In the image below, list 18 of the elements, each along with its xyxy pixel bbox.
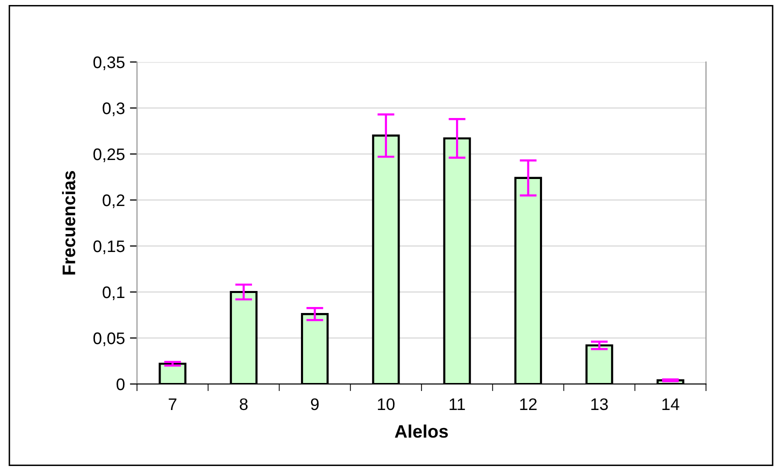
x-axis-title: Alelos <box>394 424 448 438</box>
y-axis-title: Frecuencias <box>62 171 76 274</box>
y-tick-label: 0,25 <box>93 148 124 162</box>
y-tick-label: 0 <box>116 378 125 390</box>
x-tick-label: 14 <box>662 398 680 410</box>
x-tick-label: 11 <box>450 398 465 410</box>
y-tick-label: 0,3 <box>102 102 124 116</box>
y-tick-label: 0,2 <box>102 194 124 208</box>
x-tick-label: 10 <box>378 398 395 410</box>
y-tick-label: 0,15 <box>93 240 124 254</box>
x-tick-label: 7 <box>168 398 176 410</box>
y-tick-label: 0,05 <box>93 332 124 346</box>
x-tick-label: 8 <box>240 398 248 410</box>
x-tick-label: 13 <box>591 398 608 410</box>
y-tick-label: 0,35 <box>93 56 124 70</box>
x-tick-label: 9 <box>310 398 319 410</box>
x-tick-label: 12 <box>520 398 537 410</box>
y-tick-label: 0,1 <box>102 286 124 300</box>
